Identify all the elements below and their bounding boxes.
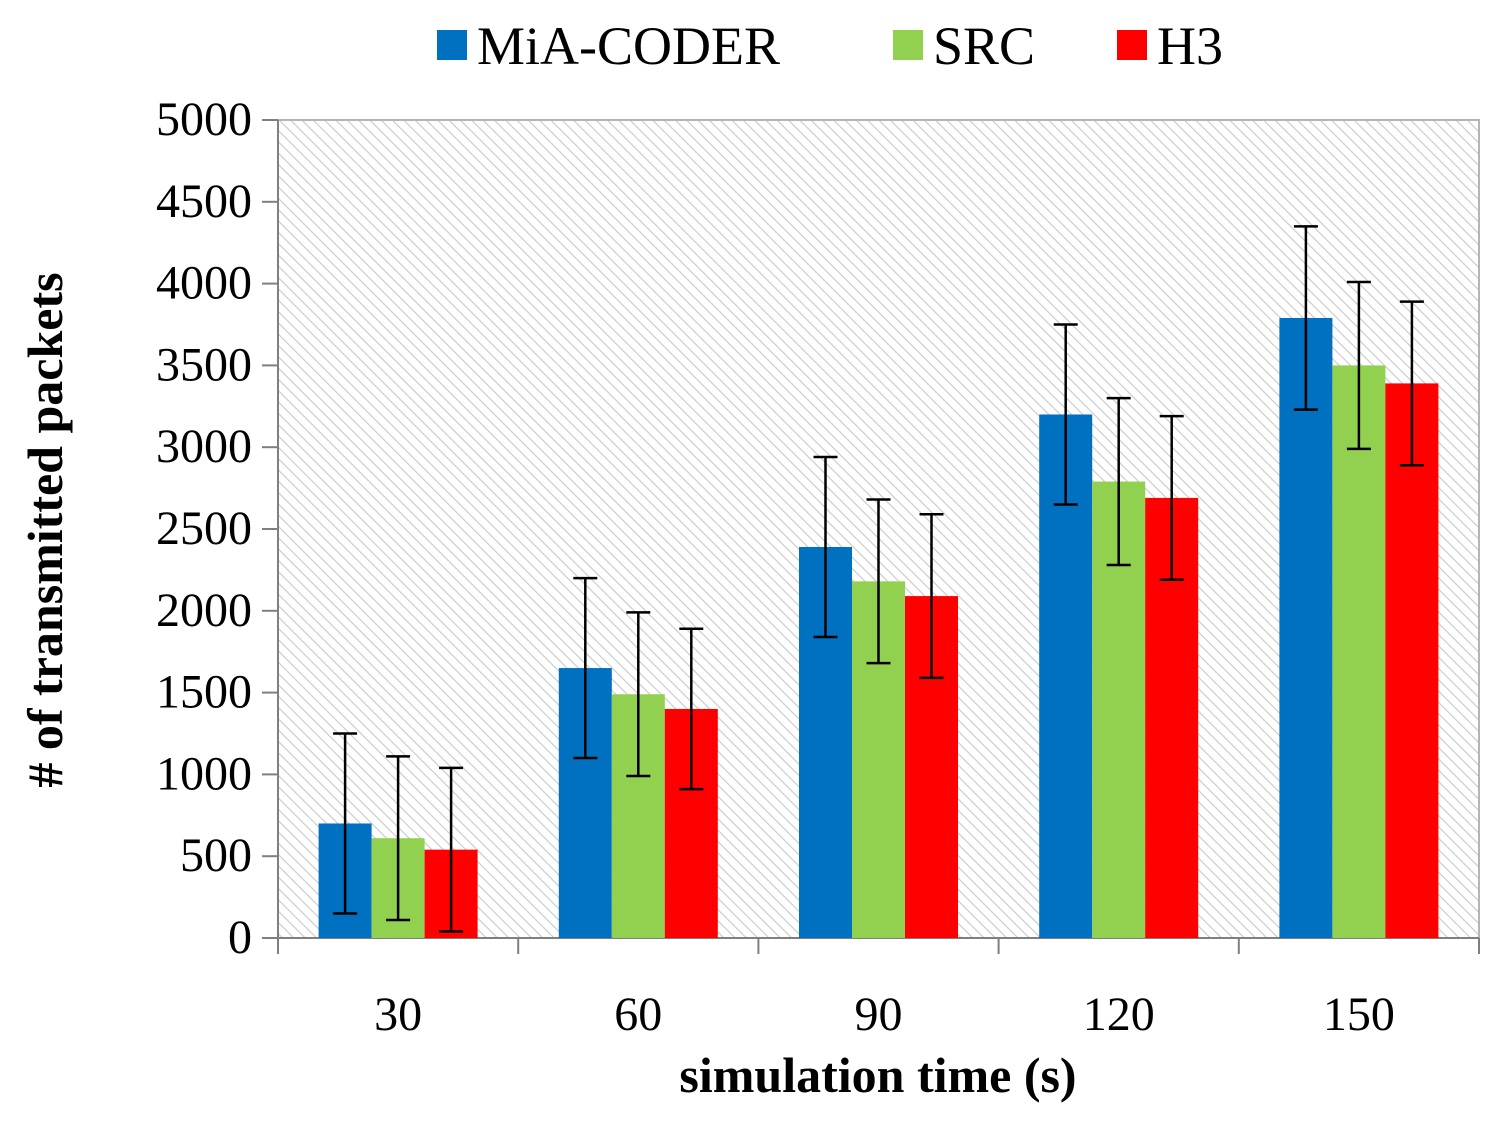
legend-swatch xyxy=(893,30,923,60)
y-tick-label: 4500 xyxy=(156,175,252,228)
y-tick-label: 4000 xyxy=(156,257,252,310)
x-tick-label: 150 xyxy=(1323,988,1395,1041)
y-tick-label: 5000 xyxy=(156,93,252,146)
y-tick-label: 1000 xyxy=(156,747,252,800)
y-tick-label: 2000 xyxy=(156,584,252,637)
error-bars xyxy=(333,225,1424,933)
x-tick-label: 30 xyxy=(374,988,422,1041)
x-tick-label: 90 xyxy=(855,988,903,1041)
y-tick-label: 2500 xyxy=(156,502,252,555)
y-tick-label: 1500 xyxy=(156,666,252,719)
y-tick-label: 500 xyxy=(180,829,252,882)
legend: MiA-CODER SRC H3 xyxy=(437,16,1223,76)
x-tick-label: 60 xyxy=(614,988,662,1041)
legend-label: SRC xyxy=(933,16,1035,76)
y-axis: 0 500 1000 1500 2000 2500 3000 3500 4000 4500 5000 xyxy=(156,93,279,964)
bar xyxy=(1332,365,1386,938)
x-axis: 30 60 90 120 150 xyxy=(277,937,1480,1041)
bar xyxy=(1279,317,1333,938)
legend-label: MiA-CODER xyxy=(477,16,780,76)
x-tick-label: 120 xyxy=(1083,988,1155,1041)
x-axis-title: simulation time (s) xyxy=(679,1047,1076,1103)
legend-label: H3 xyxy=(1157,16,1223,76)
y-tick-label: 3500 xyxy=(156,338,252,391)
y-tick-label: 3000 xyxy=(156,420,252,473)
legend-swatch xyxy=(1117,30,1147,60)
y-tick-label: 0 xyxy=(228,911,252,964)
legend-swatch xyxy=(437,30,467,60)
y-axis-title: # of transmitted packets xyxy=(17,272,73,787)
bar xyxy=(1385,383,1439,938)
